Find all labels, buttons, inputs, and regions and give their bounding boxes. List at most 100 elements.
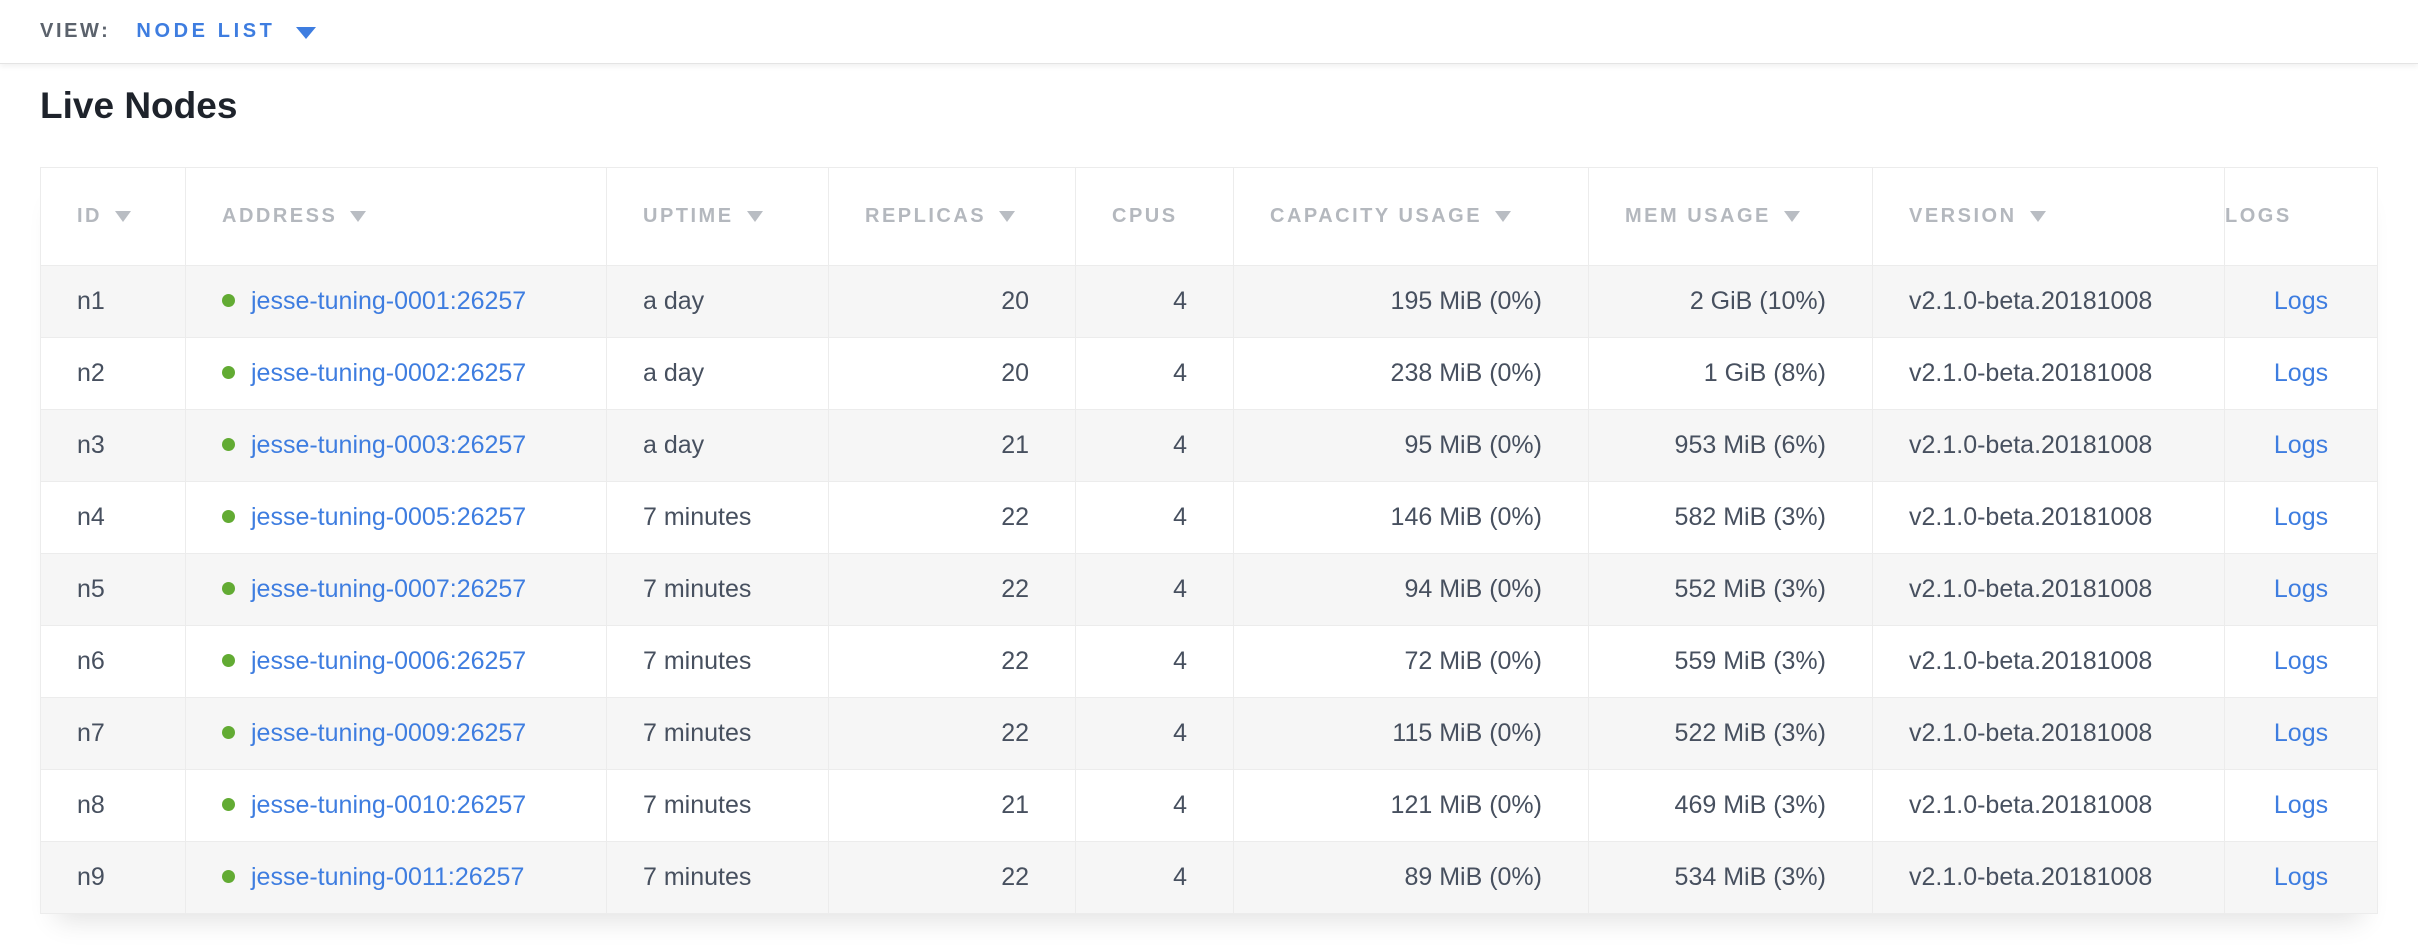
sort-desc-icon [746, 211, 763, 222]
cell-version: v2.1.0-beta.20181008 [1872, 265, 2225, 338]
sort-desc-icon [115, 211, 131, 222]
column-header-cpus: CPUS [1075, 167, 1234, 266]
cell-id: n3 [40, 409, 186, 482]
cell-address: jesse-tuning-0010:26257 [185, 769, 607, 842]
cell-version: v2.1.0-beta.20181008 [1872, 409, 2225, 482]
node-live-status-dot [222, 438, 235, 451]
node-address-link[interactable]: jesse-tuning-0011:26257 [251, 863, 525, 891]
cell-id: n1 [40, 265, 186, 338]
column-header-capacity[interactable]: CAPACITY USAGE [1233, 167, 1589, 266]
cell-version: v2.1.0-beta.20181008 [1872, 841, 2225, 914]
logs-link[interactable]: Logs [2273, 503, 2329, 531]
cell-version: v2.1.0-beta.20181008 [1872, 553, 2225, 626]
logs-link[interactable]: Logs [2273, 719, 2329, 747]
cell-id: n7 [40, 697, 186, 770]
table-row: n3 jesse-tuning-0003:26257 a day 21 4 95 MiB … [40, 409, 2378, 482]
sort-desc-icon [999, 211, 1016, 222]
table-row: n2 jesse-tuning-0002:26257 a day 20 4 238 MiB… [40, 337, 2378, 410]
node-address-link[interactable]: jesse-tuning-0002:26257 [251, 359, 527, 387]
cell-replicas: 21 [828, 409, 1076, 482]
sort-desc-icon [1495, 211, 1512, 222]
node-address-link[interactable]: jesse-tuning-0001:26257 [251, 287, 527, 315]
cell-replicas: 22 [828, 841, 1076, 914]
cell-capacity: 89 MiB (0%) [1233, 841, 1589, 914]
node-address-link[interactable]: jesse-tuning-0006:26257 [251, 647, 527, 675]
cell-address: jesse-tuning-0001:26257 [185, 265, 607, 338]
cell-logs: Logs [2224, 553, 2378, 626]
column-header-replicas[interactable]: REPLICAS [828, 167, 1076, 266]
cell-replicas: 22 [828, 553, 1076, 626]
cell-uptime: a day [606, 265, 829, 338]
cell-id: n5 [40, 553, 186, 626]
cell-mem: 559 MiB (3%) [1588, 625, 1873, 698]
sort-desc-icon [2029, 211, 2046, 222]
live-nodes-table: ID ADDRESS UPTIME REPLICAS CPUS CAPACITY USAG… [40, 167, 2378, 914]
cell-capacity: 121 MiB (0%) [1233, 769, 1589, 842]
cell-cpus: 4 [1075, 409, 1234, 482]
table-row: n6 jesse-tuning-0006:26257 7 minutes 22 4 72 … [40, 625, 2378, 698]
logs-link[interactable]: Logs [2273, 575, 2329, 603]
logs-link[interactable]: Logs [2273, 647, 2329, 675]
column-label: VERSION [1909, 205, 2017, 227]
node-address-link[interactable]: jesse-tuning-0007:26257 [251, 575, 527, 603]
view-selector-dropdown[interactable]: NODE LIST [136, 20, 316, 43]
column-label: CPUS [1112, 205, 1178, 227]
logs-link[interactable]: Logs [2273, 791, 2329, 819]
column-label: REPLICAS [865, 205, 987, 227]
logs-link[interactable]: Logs [2273, 359, 2329, 387]
cell-id: n8 [40, 769, 186, 842]
table-row: n9 jesse-tuning-0011:26257 7 minutes 22 4 89 … [40, 841, 2378, 914]
node-address-link[interactable]: jesse-tuning-0005:26257 [251, 503, 527, 531]
cell-cpus: 4 [1075, 625, 1234, 698]
column-header-uptime[interactable]: UPTIME [606, 167, 829, 266]
view-bar: VIEW: NODE LIST [0, 0, 2418, 64]
node-live-status-dot [222, 366, 235, 379]
node-address-link[interactable]: jesse-tuning-0003:26257 [251, 431, 527, 459]
column-header-address[interactable]: ADDRESS [185, 167, 607, 266]
column-header-mem[interactable]: MEM USAGE [1588, 167, 1873, 266]
cell-address: jesse-tuning-0007:26257 [185, 553, 607, 626]
cell-cpus: 4 [1075, 841, 1234, 914]
cell-logs: Logs [2224, 625, 2378, 698]
cell-address: jesse-tuning-0003:26257 [185, 409, 607, 482]
cell-address: jesse-tuning-0006:26257 [185, 625, 607, 698]
column-header-version[interactable]: VERSION [1872, 167, 2225, 266]
cell-uptime: 7 minutes [606, 481, 829, 554]
cell-logs: Logs [2224, 481, 2378, 554]
logs-link[interactable]: Logs [2273, 431, 2329, 459]
cell-replicas: 20 [828, 337, 1076, 410]
cell-logs: Logs [2224, 841, 2378, 914]
cell-version: v2.1.0-beta.20181008 [1872, 481, 2225, 554]
table-row: n8 jesse-tuning-0010:26257 7 minutes 21 4 121… [40, 769, 2378, 842]
cell-mem: 552 MiB (3%) [1588, 553, 1873, 626]
logs-link[interactable]: Logs [2273, 863, 2329, 891]
column-label: ADDRESS [222, 205, 338, 227]
cell-uptime: 7 minutes [606, 697, 829, 770]
table-body: n1 jesse-tuning-0001:26257 a day 20 4 195 MiB… [40, 265, 2378, 914]
cell-cpus: 4 [1075, 481, 1234, 554]
cell-logs: Logs [2224, 265, 2378, 338]
cell-mem: 534 MiB (3%) [1588, 841, 1873, 914]
cell-logs: Logs [2224, 337, 2378, 410]
node-address-link[interactable]: jesse-tuning-0009:26257 [251, 719, 527, 747]
cell-logs: Logs [2224, 409, 2378, 482]
cell-id: n6 [40, 625, 186, 698]
node-address-link[interactable]: jesse-tuning-0010:26257 [251, 791, 527, 819]
view-label: VIEW: [40, 20, 111, 42]
cell-mem: 1 GiB (8%) [1588, 337, 1873, 410]
column-header-logs: LOGS [2224, 167, 2378, 266]
logs-link[interactable]: Logs [2273, 287, 2329, 315]
cell-capacity: 72 MiB (0%) [1233, 625, 1589, 698]
cell-capacity: 95 MiB (0%) [1233, 409, 1589, 482]
column-header-id[interactable]: ID [40, 167, 186, 266]
column-label: MEM USAGE [1625, 205, 1771, 227]
cell-replicas: 20 [828, 265, 1076, 338]
node-live-status-dot [222, 654, 235, 667]
sort-desc-icon [1783, 211, 1800, 222]
cell-replicas: 21 [828, 769, 1076, 842]
cell-logs: Logs [2224, 769, 2378, 842]
column-label: UPTIME [643, 205, 734, 227]
cell-address: jesse-tuning-0011:26257 [185, 841, 607, 914]
column-label: CAPACITY USAGE [1270, 205, 1483, 227]
cell-version: v2.1.0-beta.20181008 [1872, 697, 2225, 770]
